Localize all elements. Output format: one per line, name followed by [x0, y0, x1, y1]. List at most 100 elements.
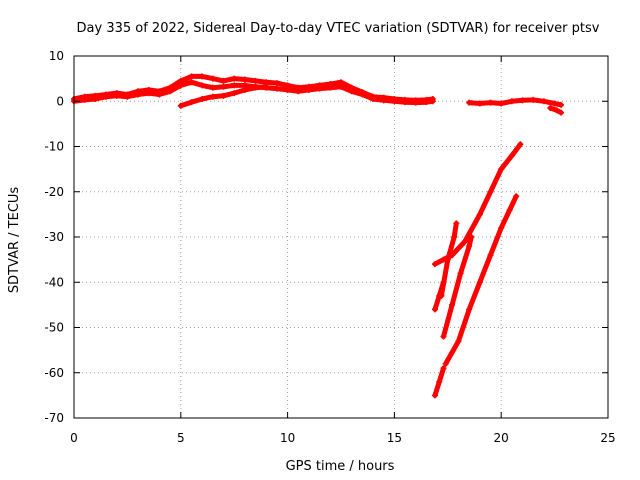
- data-point: [220, 77, 227, 84]
- y-tick-label: -20: [44, 185, 64, 199]
- data-point: [402, 99, 409, 106]
- data-point: [553, 107, 560, 114]
- y-tick-label: -10: [44, 140, 64, 154]
- data-point: [252, 77, 259, 84]
- data-point: [92, 95, 99, 102]
- data-point: [81, 96, 88, 103]
- data-point: [167, 88, 174, 95]
- data-point: [547, 105, 554, 112]
- x-axis-title: GPS time / hours: [286, 459, 395, 474]
- data-point: [305, 86, 312, 93]
- data-point: [513, 193, 520, 200]
- x-tick-label: 5: [177, 431, 185, 445]
- data-point: [145, 90, 152, 97]
- data-point: [199, 82, 206, 89]
- y-tick-label: -50: [44, 321, 64, 335]
- data-point: [188, 99, 195, 106]
- data-point: [436, 292, 443, 299]
- data-point: [519, 97, 526, 104]
- x-tick-label: 20: [494, 431, 509, 445]
- data-point: [440, 365, 447, 372]
- data-point: [359, 91, 366, 98]
- data-point: [199, 95, 206, 102]
- data-point: [440, 279, 447, 286]
- data-point: [476, 100, 483, 107]
- data-point: [451, 234, 458, 240]
- data-point: [551, 100, 558, 107]
- data-point: [436, 378, 443, 385]
- data-point: [338, 83, 344, 90]
- data-point: [466, 243, 473, 250]
- series-line: [443, 193, 519, 367]
- data-point: [487, 252, 494, 259]
- x-tick-label: 25: [600, 431, 615, 445]
- data-point: [498, 166, 505, 173]
- y-axis-title: SDTVAR / TECUs: [7, 187, 22, 294]
- data-point: [423, 99, 430, 106]
- x-tick-label: 10: [280, 431, 295, 445]
- series-line: [432, 141, 523, 267]
- x-tick-label: 0: [70, 431, 78, 445]
- data-point: [263, 83, 270, 90]
- data-point: [231, 75, 238, 82]
- series-rising-arc: [177, 83, 270, 109]
- data-point: [231, 82, 238, 89]
- data-point: [540, 98, 547, 105]
- data-point: [487, 99, 494, 106]
- data-point: [252, 84, 259, 91]
- data-point: [429, 98, 436, 105]
- data-point: [135, 91, 142, 98]
- data-point: [455, 338, 462, 345]
- data-point: [391, 98, 398, 105]
- data-point: [487, 188, 494, 195]
- y-tick-label: -40: [44, 275, 64, 289]
- y-tick-label: -30: [44, 230, 64, 244]
- data-point: [412, 99, 419, 106]
- data-point: [241, 86, 248, 93]
- data-point: [188, 79, 195, 86]
- x-tick-label: 15: [387, 431, 402, 445]
- data-point: [273, 85, 280, 92]
- data-point: [449, 301, 456, 308]
- data-point: [316, 85, 323, 92]
- y-tick-label: 10: [49, 49, 64, 63]
- series-decline-f: [431, 365, 447, 399]
- data-point: [295, 88, 302, 95]
- data-point: [209, 93, 216, 100]
- data-point: [177, 102, 184, 109]
- data-point: [498, 224, 505, 231]
- data-point: [220, 92, 227, 99]
- data-point: [558, 109, 565, 116]
- data-point: [508, 152, 515, 159]
- data-point: [370, 95, 377, 102]
- data-point: [199, 73, 206, 80]
- data-point: [241, 76, 248, 83]
- data-point: [431, 392, 438, 399]
- data-point: [440, 333, 447, 340]
- data-point: [517, 141, 524, 148]
- data-point: [457, 270, 464, 277]
- data-point: [327, 84, 334, 91]
- data-point: [113, 92, 120, 99]
- y-tick-label: -60: [44, 366, 64, 380]
- data-point: [380, 97, 387, 104]
- data-point: [273, 80, 280, 87]
- data-point: [442, 360, 449, 367]
- series-late-tail: [547, 105, 565, 116]
- data-point: [453, 220, 460, 227]
- data-point: [431, 261, 438, 268]
- series-layer: [71, 73, 565, 399]
- series-decline-c: [431, 279, 447, 313]
- data-point: [209, 75, 216, 82]
- series-line: [438, 220, 459, 299]
- series-decline-e: [442, 193, 520, 367]
- data-point: [124, 93, 131, 100]
- data-point: [284, 86, 291, 93]
- data-point: [476, 279, 483, 286]
- data-point: [103, 93, 110, 100]
- tick-layer: 0 5 10 15 20 25 -70 -60 -50 -40 -30 -20 -10 0 10: [44, 49, 615, 445]
- data-point: [468, 234, 475, 240]
- data-point: [466, 99, 473, 106]
- data-point: [188, 73, 195, 80]
